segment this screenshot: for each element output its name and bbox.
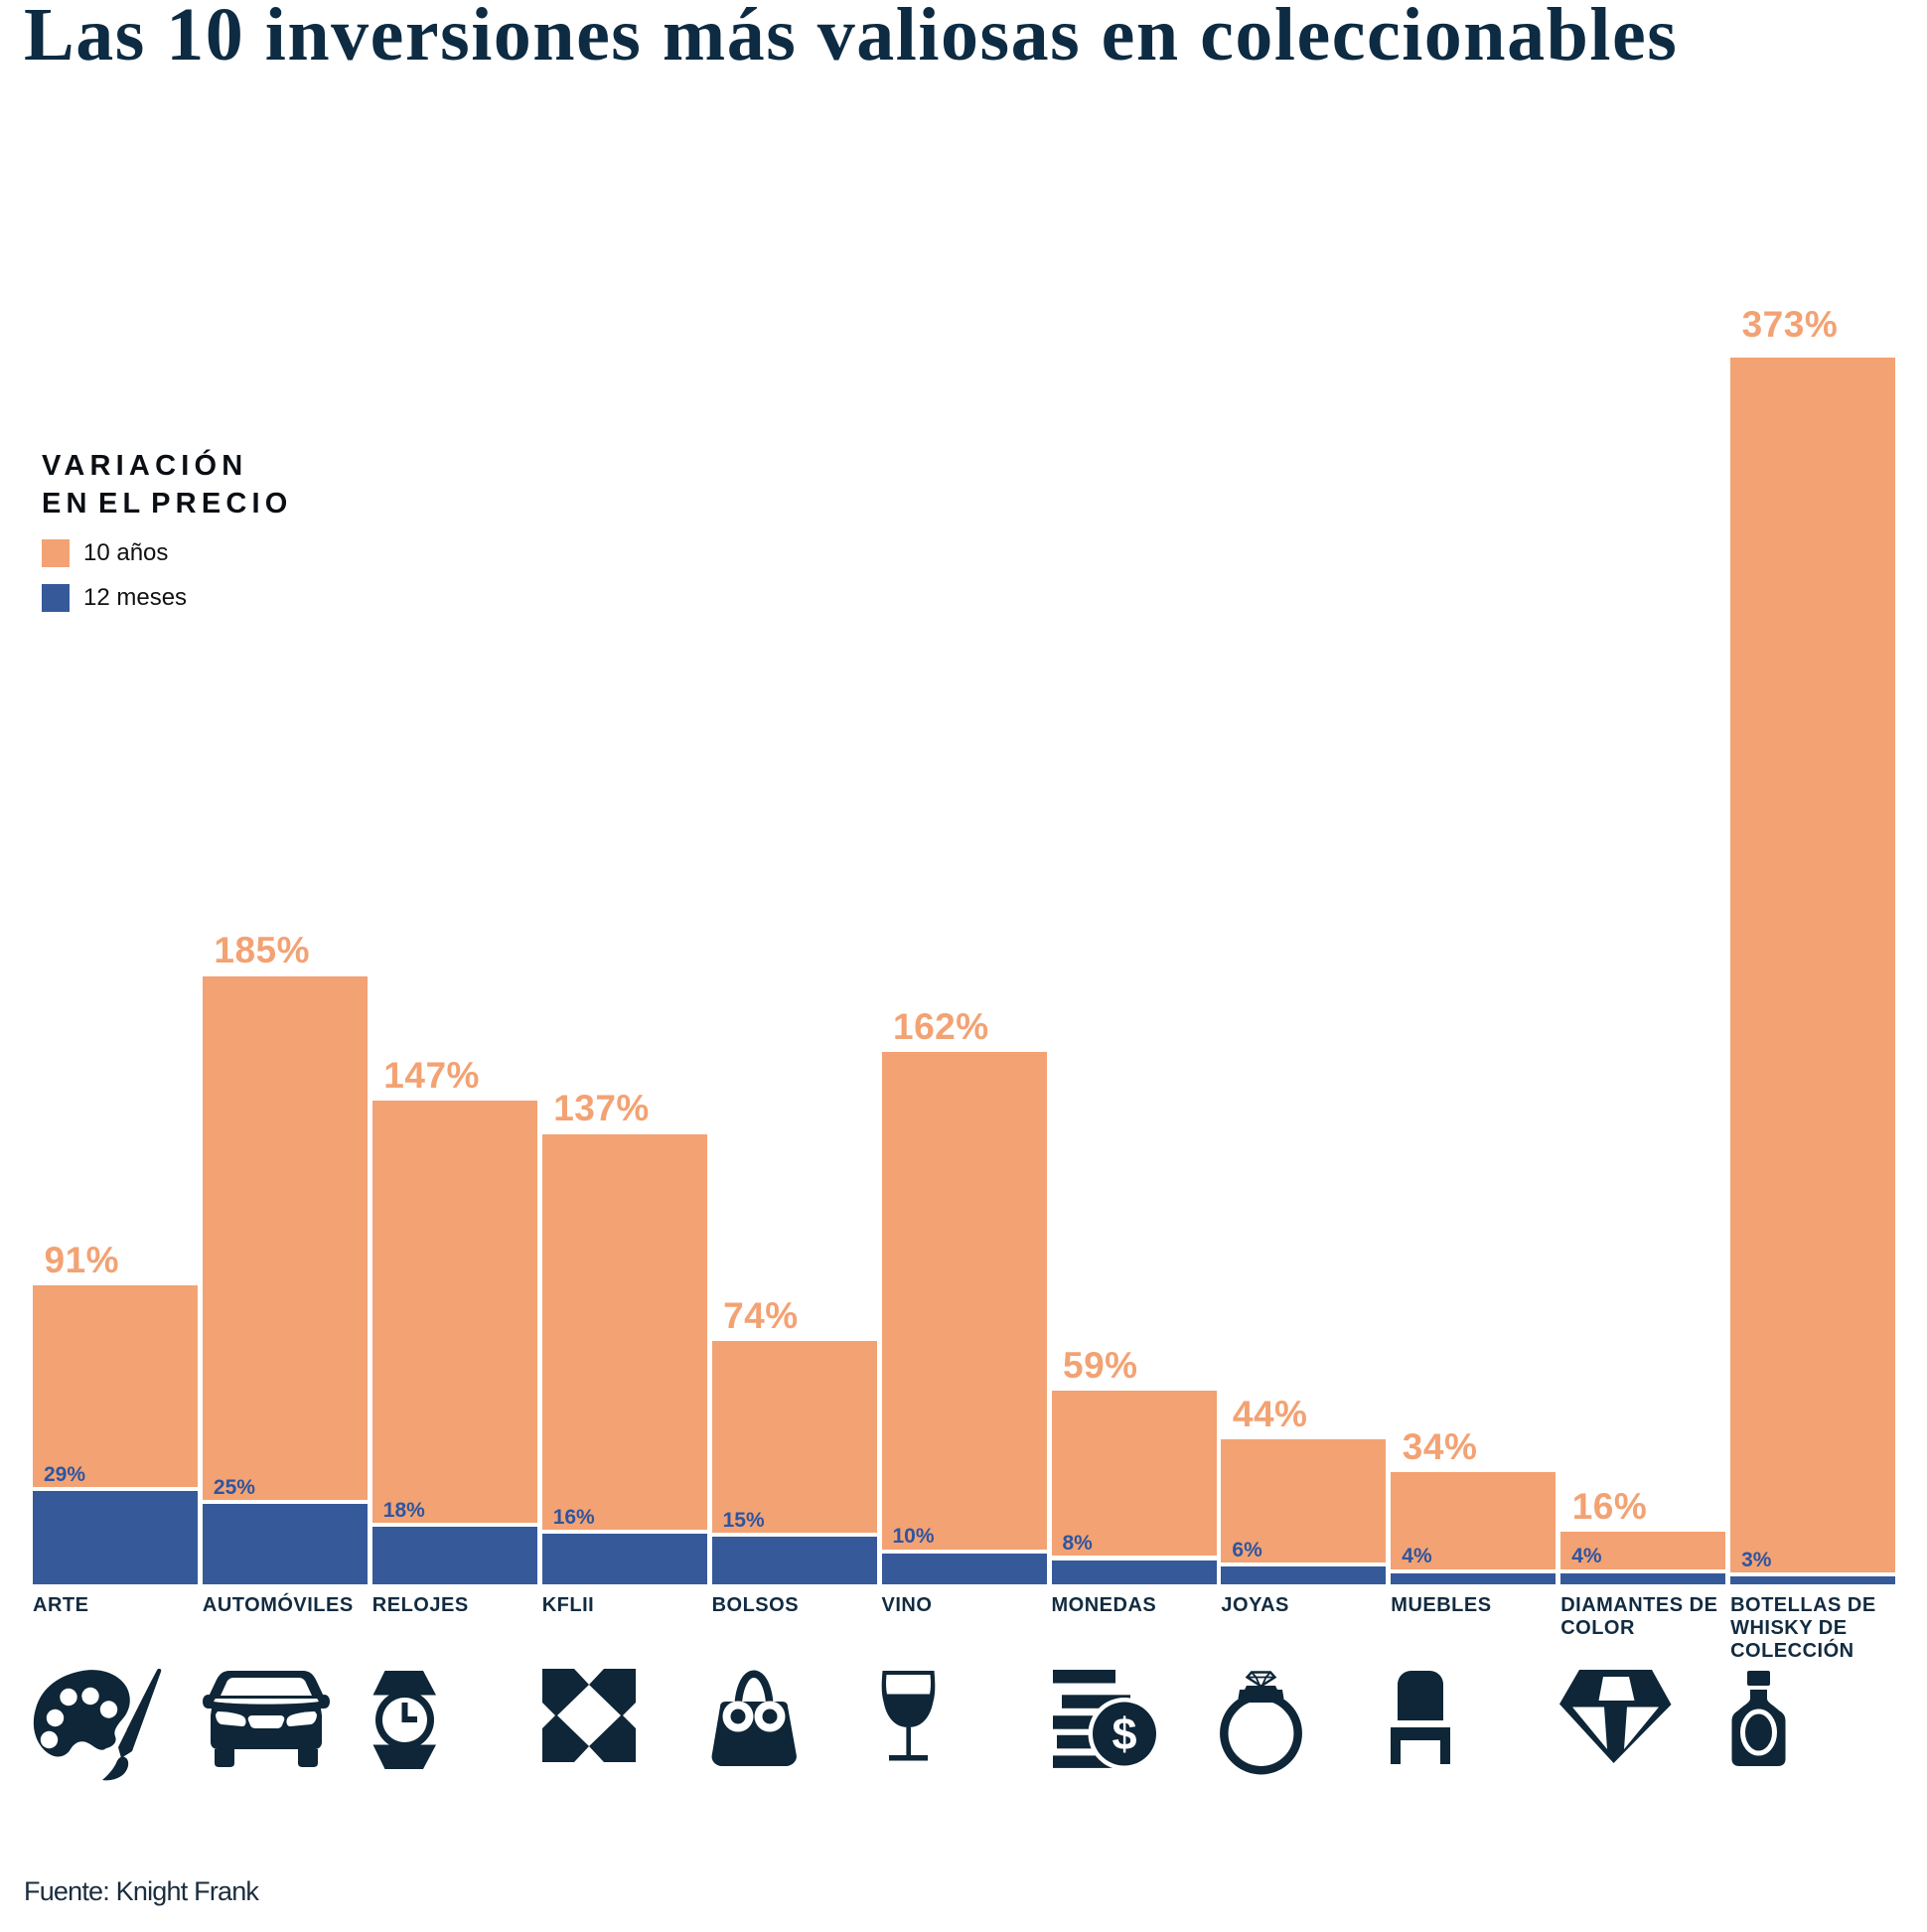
svg-text:$: $	[1112, 1709, 1136, 1759]
